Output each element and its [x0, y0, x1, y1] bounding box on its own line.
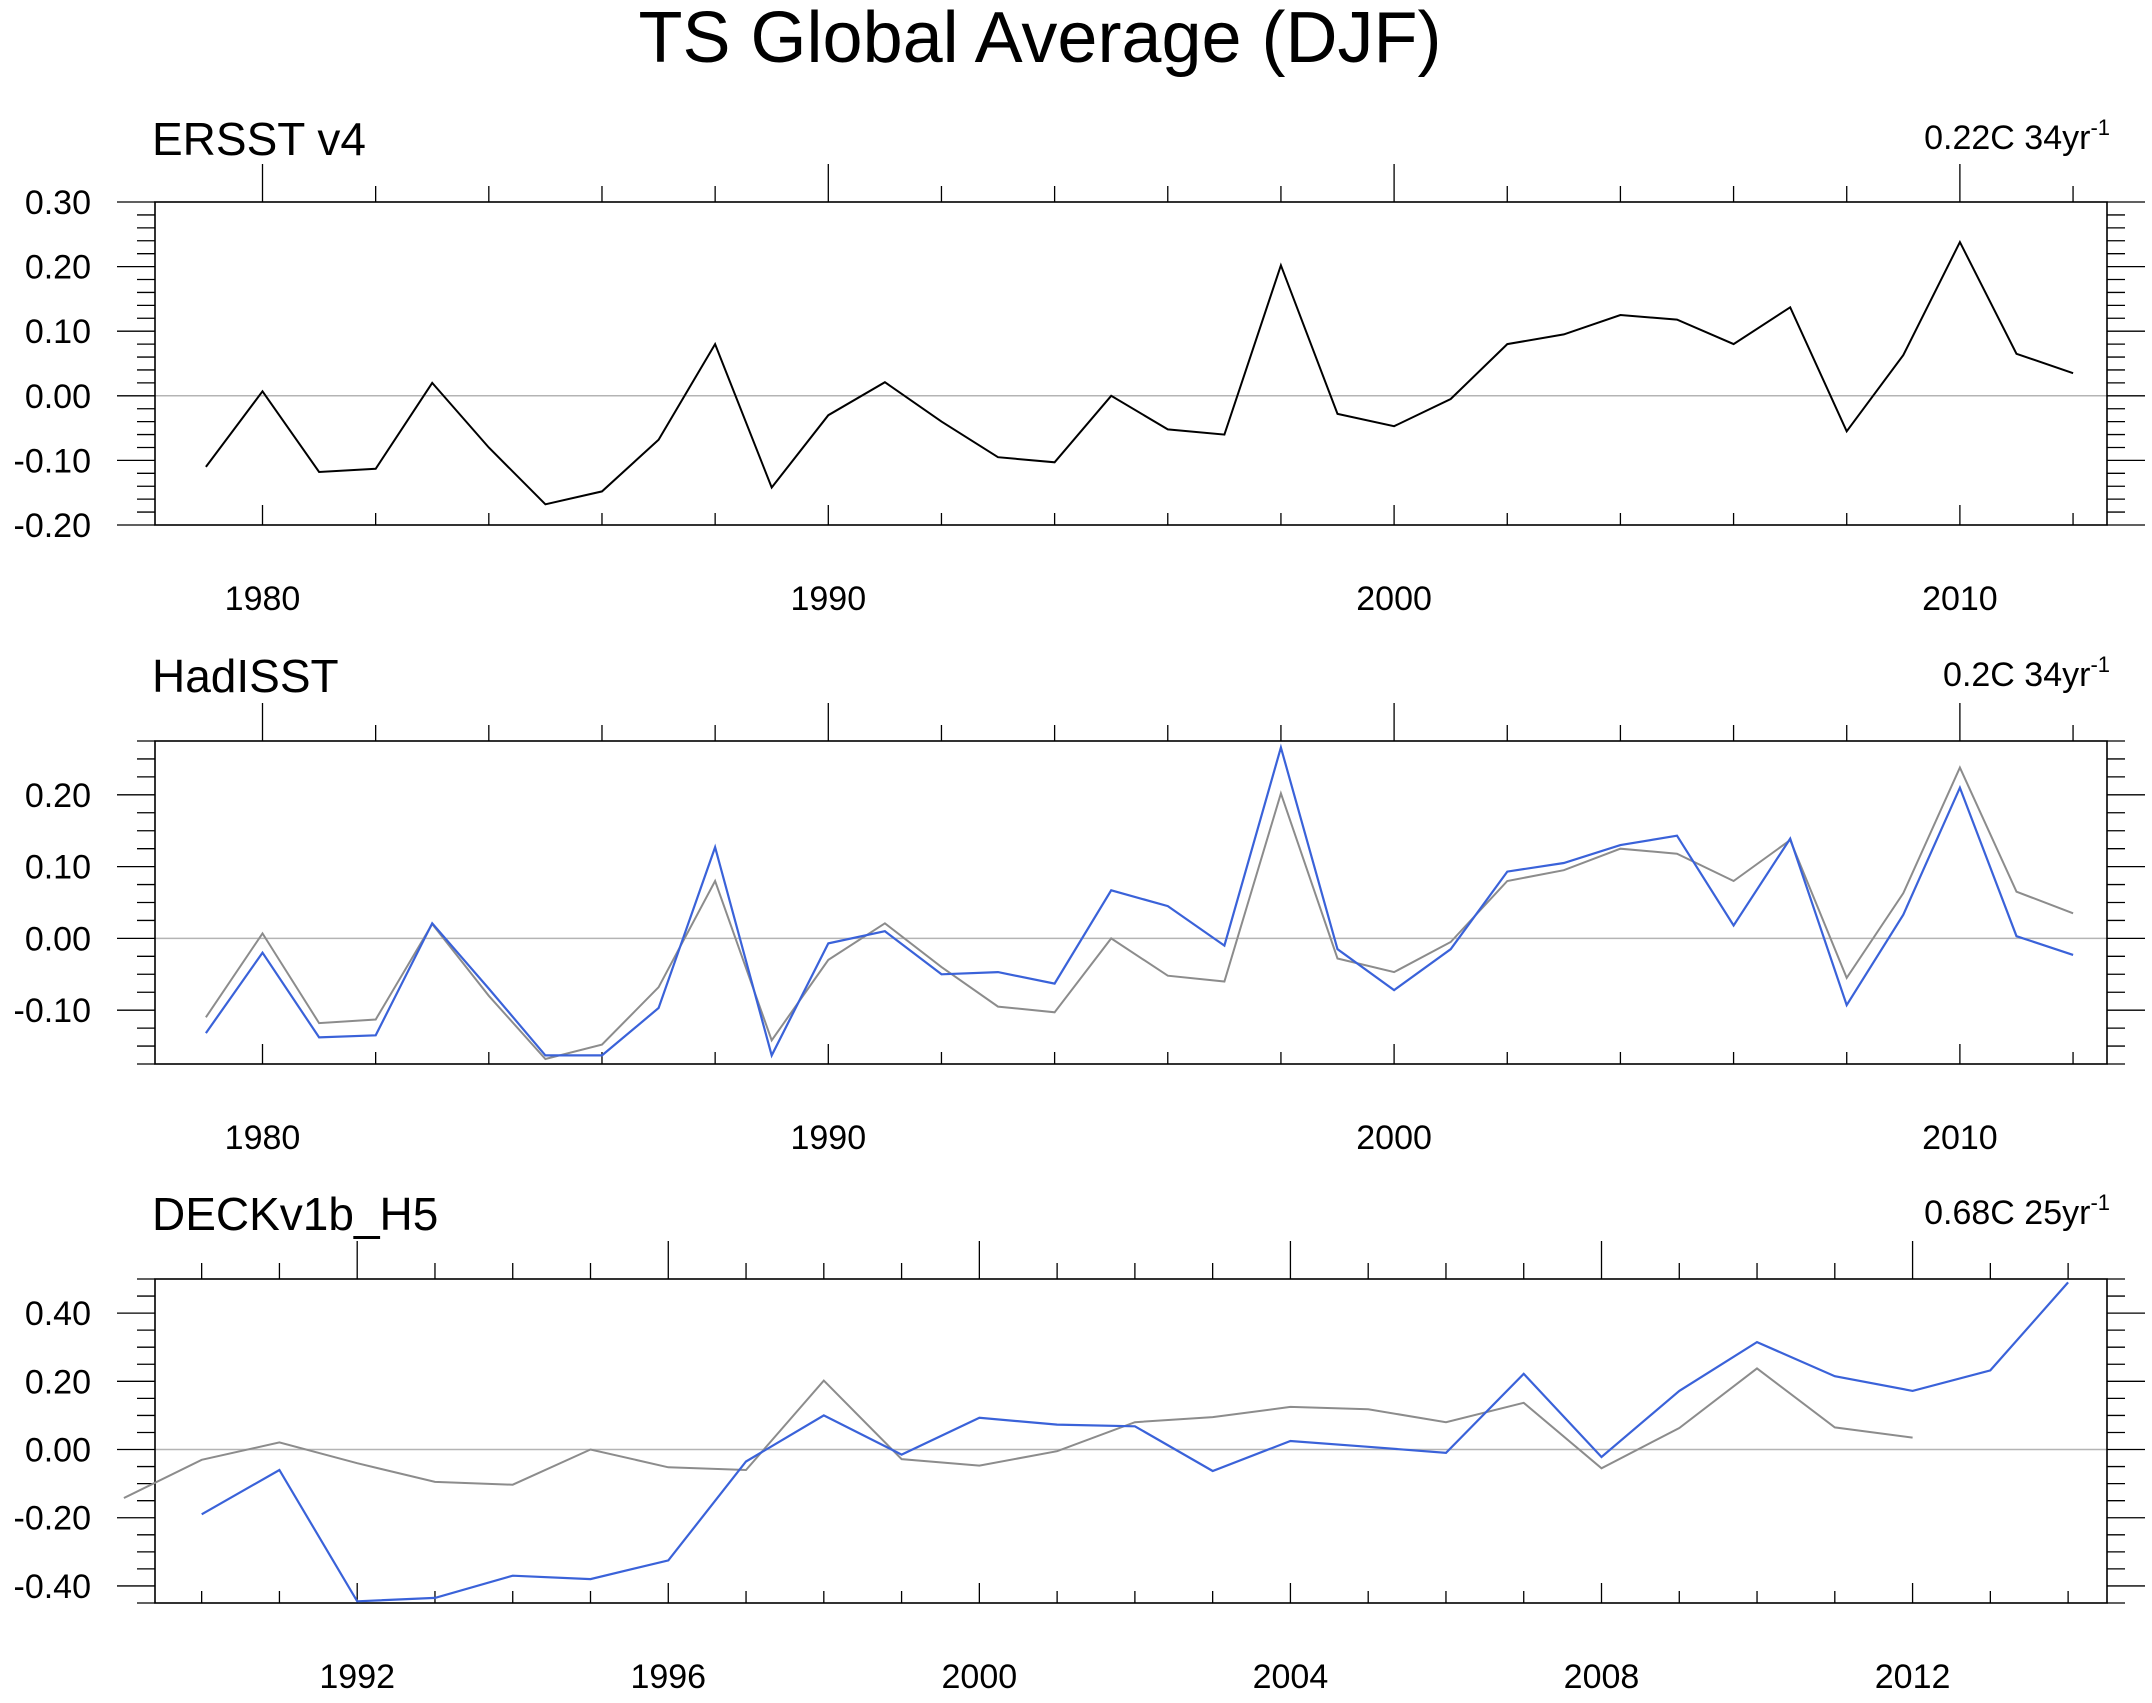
y-tick-label: 0.00	[25, 378, 91, 416]
plot-frame	[154, 740, 2108, 1065]
panel-title: ERSST v4	[152, 113, 366, 165]
y-tick-label: -0.10	[14, 992, 92, 1030]
x-tick-label: 1992	[319, 1658, 395, 1696]
y-tick-label: 0.20	[25, 249, 91, 287]
series-line-model	[201, 1281, 2069, 1603]
x-tick-label: 1996	[630, 1658, 706, 1696]
x-tick-label: 2010	[1922, 1119, 1998, 1157]
y-tick-label: -0.20	[14, 507, 92, 545]
y-tick-label: 0.30	[25, 184, 91, 222]
trend-label: 0.22C 34yr-1	[1924, 115, 2110, 157]
x-tick-label: 1990	[790, 580, 866, 618]
y-tick-label: 0.00	[25, 1432, 91, 1470]
plot-area: -0.10 0.00 0.10 0.20 1980 1990 2000 2010	[14, 703, 2145, 1157]
y-tick-label: -0.10	[14, 442, 92, 480]
y-tick-label: 0.40	[25, 1295, 91, 1333]
series-line-reference	[205, 239, 2074, 506]
series-line-model	[205, 743, 2074, 1059]
trend-value: 0.68C 25yr	[1924, 1194, 2090, 1232]
panel-deckv1b: DECKv1b_H5 0.68C 25yr-1 -0.40 -0.20 0.00 0.…	[14, 1188, 2145, 1696]
x-tick-label: 2008	[1564, 1658, 1640, 1696]
panel-hadisst: HadISST 0.2C 34yr-1 -0.10 0.00 0.10 0.20 198…	[14, 650, 2145, 1157]
y-tick-label: 0.20	[25, 777, 91, 815]
trend-exponent: -1	[2090, 1190, 2110, 1215]
x-tick-label: 1980	[225, 580, 301, 618]
plot-frame	[154, 201, 2108, 526]
y-tick-label: 0.10	[25, 313, 91, 351]
plot-area: -0.20 -0.10 0.00 0.10 0.20 0.30 1980 1990 2000 20…	[14, 164, 2145, 618]
trend-label: 0.2C 34yr-1	[1943, 652, 2110, 694]
x-tick-label: 2000	[1356, 580, 1432, 618]
panel-title: HadISST	[152, 650, 339, 702]
series-line-reference_overlay	[205, 765, 2074, 1061]
series-line-reference_overlay	[123, 1367, 1913, 1499]
panel-title: DECKv1b_H5	[152, 1188, 438, 1240]
plot-frame	[154, 1278, 2108, 1604]
x-tick-label: 1980	[225, 1119, 301, 1157]
trend-exponent: -1	[2090, 115, 2110, 140]
x-tick-label: 2012	[1875, 1658, 1951, 1696]
x-tick-label: 2004	[1253, 1658, 1329, 1696]
y-tick-label: 0.20	[25, 1363, 91, 1401]
trend-value: 0.22C 34yr	[1924, 119, 2090, 157]
y-tick-label: 0.10	[25, 849, 91, 887]
x-tick-label: 2000	[1356, 1119, 1432, 1157]
y-tick-label: -0.40	[14, 1568, 92, 1606]
x-tick-label: 2000	[942, 1658, 1018, 1696]
y-tick-label: 0.00	[25, 920, 91, 958]
x-tick-label: 1990	[790, 1119, 866, 1157]
trend-label: 0.68C 25yr-1	[1924, 1190, 2110, 1232]
figure-title: TS Global Average (DJF)	[639, 0, 1442, 78]
trend-exponent: -1	[2090, 652, 2110, 677]
plot-area: -0.40 -0.20 0.00 0.20 0.40 1992 1996 2000 2004 20…	[14, 1241, 2145, 1696]
panel-ersst: ERSST v4 0.22C 34yr-1 -0.20 -0.10 0.00 0.10…	[14, 113, 2145, 618]
y-tick-label: -0.20	[14, 1500, 92, 1538]
x-tick-label: 2010	[1922, 580, 1998, 618]
trend-value: 0.2C 34yr	[1943, 656, 2090, 694]
